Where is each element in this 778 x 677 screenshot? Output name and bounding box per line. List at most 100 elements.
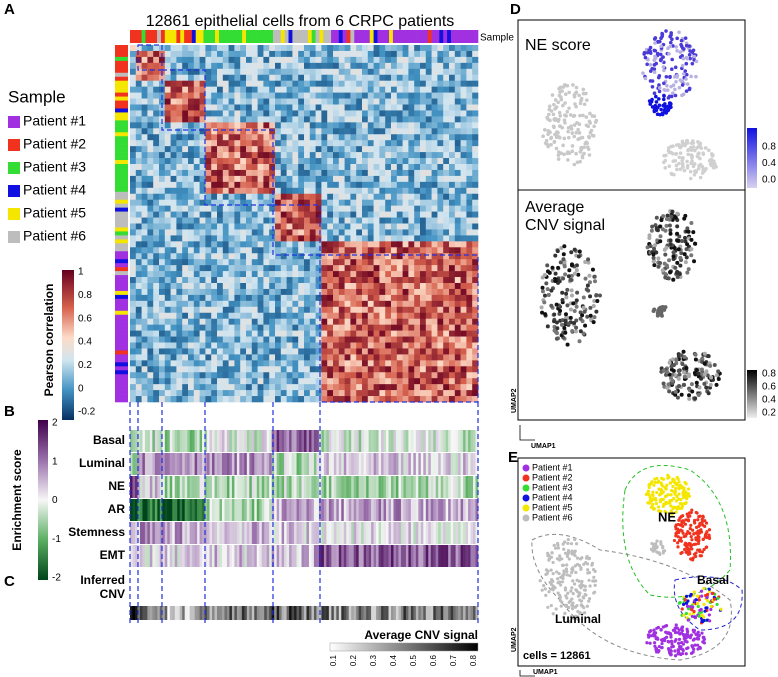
- sample-cell: [261, 30, 266, 43]
- heat-cell: [373, 259, 380, 266]
- score-cell: [443, 499, 446, 521]
- heat-cell: [396, 86, 403, 93]
- heat-cell: [153, 116, 160, 123]
- sample-cell: [435, 30, 440, 43]
- heat-cell: [333, 205, 340, 212]
- heat-cell: [188, 259, 195, 266]
- heat-cell: [460, 199, 467, 206]
- umap-dot: [567, 106, 571, 111]
- heat-cell: [135, 181, 142, 189]
- heat-cell: [257, 187, 264, 195]
- cnv-cell: [368, 606, 372, 620]
- heat-cell: [373, 45, 380, 52]
- heat-cell: [425, 217, 432, 224]
- sample-cell: [115, 68, 128, 74]
- heat-cell: [176, 259, 183, 266]
- score-cell: [231, 430, 235, 452]
- heat-cell: [153, 283, 160, 290]
- heat-cell: [385, 235, 392, 242]
- score-cell: [179, 476, 183, 498]
- heat-cell: [391, 158, 398, 165]
- heat-cell: [362, 235, 369, 242]
- heat-cell: [408, 288, 415, 296]
- heat-cell: [176, 110, 183, 117]
- heat-cell: [460, 312, 467, 319]
- heat-cell: [280, 134, 287, 141]
- cnv-cell: [261, 606, 265, 620]
- score-cell: [249, 453, 253, 475]
- heat-cell: [240, 217, 247, 224]
- score-cell: [463, 522, 466, 544]
- heat-cell: [286, 348, 293, 355]
- heat-cell: [269, 62, 276, 70]
- score-cell: [259, 545, 263, 567]
- heat-cell: [188, 187, 195, 195]
- heat-cell: [135, 50, 142, 58]
- heat-cell: [454, 271, 461, 278]
- score-cell: [460, 476, 464, 498]
- heat-cell: [188, 342, 195, 349]
- heat-cell: [135, 98, 142, 105]
- score-cell: [343, 522, 347, 544]
- heat-cell: [205, 306, 212, 314]
- heat-cell: [286, 229, 293, 236]
- score-cell: [249, 522, 253, 544]
- heat-cell: [472, 378, 479, 385]
- score-cell: [274, 453, 277, 475]
- heat-cell: [362, 396, 369, 403]
- heat-cell: [130, 134, 137, 141]
- axis-arrow: [519, 670, 535, 677]
- heat-cell: [147, 56, 154, 64]
- heat-cell: [286, 223, 293, 230]
- heat-cell: [211, 265, 218, 272]
- score-cell: [368, 453, 372, 475]
- heat-cell: [321, 140, 328, 147]
- score-cell: [279, 522, 282, 544]
- score-cell: [321, 476, 325, 498]
- heat-cell: [402, 134, 409, 141]
- score-cell: [353, 499, 357, 521]
- cnv-cell: [338, 606, 342, 620]
- heat-cell: [420, 211, 427, 218]
- score-cell: [475, 499, 479, 521]
- heat-cell: [362, 348, 369, 355]
- heat-cell: [251, 146, 258, 153]
- heat-cell: [292, 372, 299, 379]
- heat-cell: [309, 211, 316, 218]
- heat-cell: [228, 146, 235, 153]
- heat-cell: [472, 92, 479, 99]
- heat-cell: [217, 354, 224, 361]
- umap-dot: [546, 129, 551, 133]
- sample-cell: [115, 124, 128, 129]
- heat-cell: [141, 211, 148, 218]
- score-cell: [157, 430, 161, 452]
- heat-cell: [379, 211, 386, 218]
- heat-cell: [327, 288, 334, 296]
- score-cell: [269, 545, 272, 567]
- heat-cell: [159, 187, 166, 195]
- heat-cell: [315, 211, 322, 218]
- heat-cell: [396, 360, 403, 367]
- heat-cell: [147, 164, 154, 171]
- heat-cell: [199, 62, 206, 70]
- heat-cell: [315, 193, 322, 200]
- cnv-cell: [316, 606, 320, 620]
- heat-cell: [327, 50, 334, 58]
- score-cell: [159, 453, 163, 475]
- heat-cell: [275, 158, 282, 165]
- heat-cell: [304, 372, 311, 379]
- heat-cell: [472, 56, 479, 64]
- score-cell: [296, 522, 300, 544]
- heat-cell: [385, 294, 392, 302]
- heat-cell: [425, 336, 432, 343]
- heat-cell: [141, 283, 148, 290]
- heat-cell: [251, 98, 258, 105]
- heat-cell: [234, 235, 241, 242]
- heat-cell: [188, 86, 195, 93]
- heat-cell: [240, 187, 247, 195]
- cnv-cell: [363, 606, 367, 620]
- heat-cell: [420, 181, 427, 189]
- heat-cell: [327, 116, 334, 123]
- heat-cell: [141, 140, 148, 147]
- heat-cell: [217, 330, 224, 337]
